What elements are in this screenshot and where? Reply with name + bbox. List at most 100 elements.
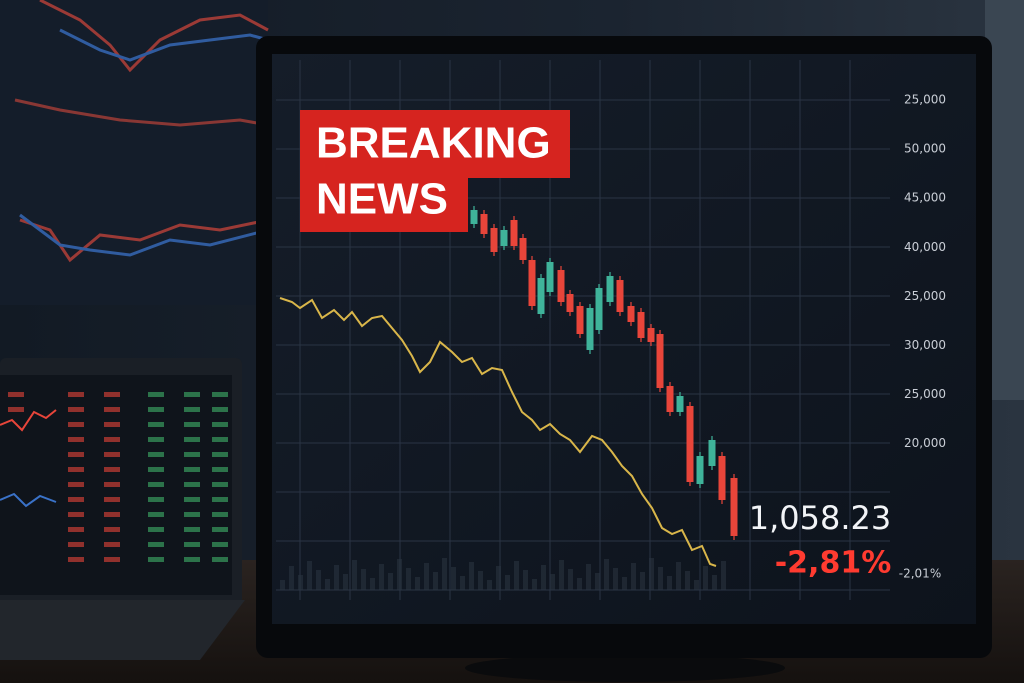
volume-bar xyxy=(307,561,312,590)
laptop-cell xyxy=(184,497,200,502)
laptop-line xyxy=(0,409,57,432)
banner-box xyxy=(300,110,570,178)
volume-bar xyxy=(379,564,384,590)
background-lines xyxy=(14,0,269,263)
candle-body xyxy=(696,456,704,484)
laptop-cell xyxy=(148,452,164,457)
volume-bar xyxy=(550,574,555,590)
candle-body xyxy=(676,396,684,412)
volume-bar xyxy=(496,566,501,590)
index-line xyxy=(279,297,717,567)
candle-body xyxy=(656,334,664,388)
price: 1,058.23 xyxy=(749,499,892,537)
laptop-table xyxy=(0,392,228,562)
candle-body xyxy=(470,210,478,224)
monitor-foot xyxy=(465,654,785,682)
banner-box xyxy=(300,175,468,232)
volume-bar xyxy=(469,562,474,590)
laptop-cell xyxy=(212,497,228,502)
volume-bar xyxy=(541,565,546,590)
volume-bar xyxy=(523,570,528,590)
candle-body xyxy=(637,312,645,338)
volume-bar xyxy=(298,575,303,590)
laptop-cell xyxy=(68,482,84,487)
candle-body xyxy=(616,280,624,312)
volume-bar xyxy=(460,576,465,590)
laptop-cell xyxy=(68,512,84,517)
volume-bar xyxy=(370,578,375,590)
volume-bar xyxy=(451,567,456,590)
laptop-cell xyxy=(68,497,84,502)
volume-bar xyxy=(595,573,600,590)
candle-body xyxy=(647,328,655,342)
volume-bar xyxy=(316,570,321,590)
candle-body xyxy=(490,228,498,252)
candle-body xyxy=(576,306,584,334)
laptop-cell xyxy=(68,422,84,427)
laptop-line xyxy=(0,492,57,508)
laptop-cell xyxy=(212,437,228,442)
volume-bar xyxy=(424,563,429,590)
laptop-cell xyxy=(212,527,228,532)
laptop-cell xyxy=(104,497,120,502)
background-monitor xyxy=(0,0,268,305)
laptop-cell xyxy=(148,497,164,502)
candle-body xyxy=(586,308,594,350)
volume-bar xyxy=(388,573,393,590)
candle-body xyxy=(528,260,536,306)
laptop-cell xyxy=(212,557,228,562)
candle-body xyxy=(566,294,574,312)
volume-bar xyxy=(676,562,681,590)
volume-bar xyxy=(361,569,366,590)
laptop-cell xyxy=(68,452,84,457)
laptop-cell xyxy=(148,422,164,427)
volume-bar xyxy=(658,567,663,590)
candle-body xyxy=(718,456,726,500)
volume-bar xyxy=(397,559,402,590)
candle-body xyxy=(537,278,545,314)
laptop-cell xyxy=(104,557,120,562)
laptop-cell xyxy=(68,542,84,547)
laptop-cell xyxy=(212,407,228,412)
laptop-cell xyxy=(104,542,120,547)
volume-bar xyxy=(406,568,411,590)
axis-label: 25,000 xyxy=(904,93,946,107)
volume-bar xyxy=(604,559,609,590)
candle-body xyxy=(708,440,716,466)
laptop-cell xyxy=(104,407,120,412)
laptop-cell xyxy=(184,407,200,412)
laptop-cell xyxy=(8,392,24,397)
axis-label: 25,000 xyxy=(904,289,946,303)
laptop-cell xyxy=(184,482,200,487)
laptop-base xyxy=(0,600,245,660)
axis-label: 25,000 xyxy=(904,387,946,401)
laptop-cell xyxy=(212,542,228,547)
laptop-cell xyxy=(148,527,164,532)
axis-label: 20,000 xyxy=(904,436,946,450)
volume-bar xyxy=(694,580,699,590)
laptop-cell xyxy=(184,392,200,397)
volume-bar xyxy=(325,579,330,590)
candle-body xyxy=(557,270,565,302)
candle-body xyxy=(730,478,738,536)
laptop-cell xyxy=(184,437,200,442)
laptop-cell xyxy=(184,422,200,427)
secondary-change: -2,01% xyxy=(899,567,941,581)
candle-body xyxy=(510,220,518,246)
volume-bar xyxy=(532,579,537,590)
axis-label: 50,000 xyxy=(904,142,946,156)
candle-body xyxy=(627,306,635,322)
laptop-cell xyxy=(184,467,200,472)
volume-bar xyxy=(721,561,726,590)
laptop-cell xyxy=(148,437,164,442)
volume-bar xyxy=(280,580,285,590)
banner-text: BREAKING xyxy=(316,119,551,168)
laptop-cell xyxy=(104,512,120,517)
laptop-cell xyxy=(104,422,120,427)
volume-bar xyxy=(586,564,591,590)
volume-bar xyxy=(631,563,636,590)
laptop-cell xyxy=(8,407,24,412)
laptop-cell xyxy=(212,422,228,427)
laptop-cell xyxy=(212,512,228,517)
laptop-cell xyxy=(104,392,120,397)
